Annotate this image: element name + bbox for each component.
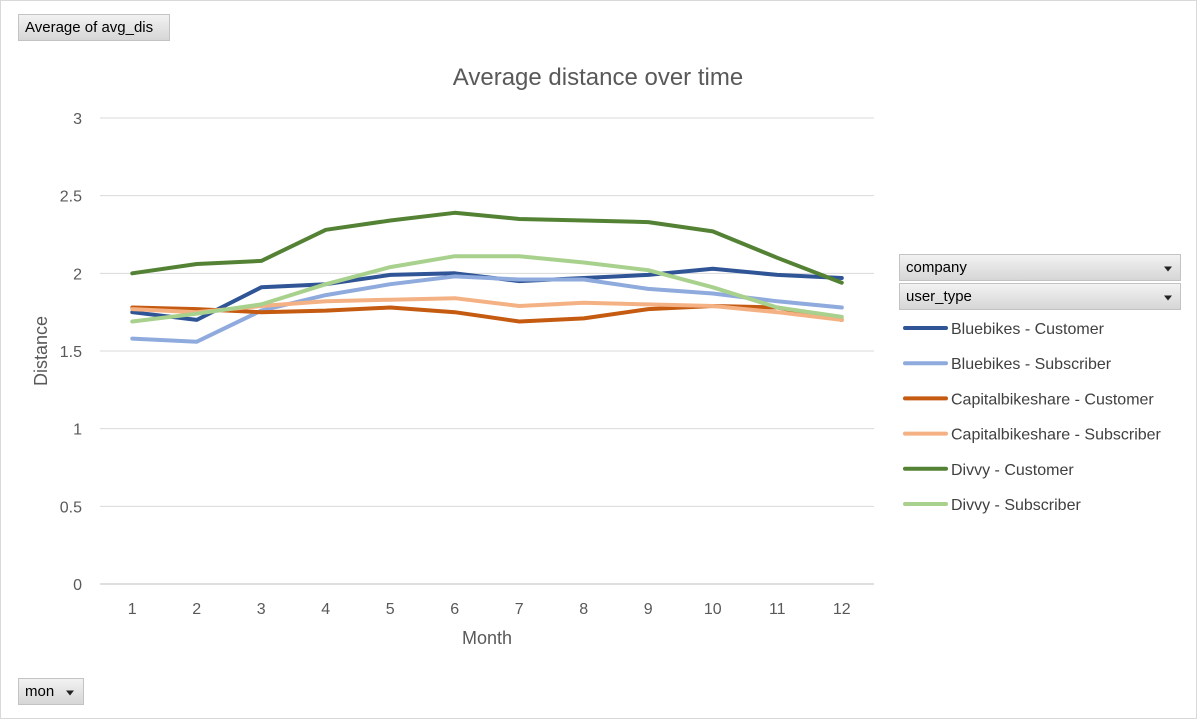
x-tick-label: 9 [644,601,653,618]
series-line-6 [130,254,844,324]
axis-field-label: mon [25,683,55,700]
legend-label: Bluebikes - Subscriber [951,356,1112,373]
y-tick-label: 0.5 [60,499,82,516]
x-tick-label: 10 [704,601,722,618]
company-field-button[interactable]: company [899,254,1181,281]
y-tick-label: 3 [73,111,82,128]
legend-label: Capitalbikeshare - Customer [951,391,1154,408]
company-field-label: company [906,259,967,276]
series-line-2 [130,274,844,344]
x-tick-label: 6 [450,601,459,618]
x-axis-title: Month [462,628,512,648]
x-tick-label: 8 [579,601,588,618]
x-tick-label: 1 [128,601,137,618]
y-axis-ticks: 0 0.5 1 1.5 2 2.5 3 [60,111,82,594]
axis-field-button[interactable]: mon [18,678,84,705]
x-tick-label: 7 [515,601,524,618]
chevron-down-icon[interactable] [1164,266,1172,271]
y-axis-title: Distance [31,316,51,386]
chevron-down-icon[interactable] [66,690,74,695]
legend-label: Capitalbikeshare - Subscriber [951,427,1162,444]
y-tick-label: 1.5 [60,344,82,361]
value-field-button[interactable]: Average of avg_dis [18,14,170,41]
y-tick-label: 0 [73,577,82,594]
legend: Bluebikes - Customer Bluebikes - Subscrib… [903,321,1162,514]
x-tick-label: 12 [833,601,851,618]
y-tick-label: 2.5 [60,189,82,206]
series-line-5 [130,210,844,285]
x-tick-label: 2 [192,601,201,618]
series-lines [130,210,844,344]
chevron-down-icon[interactable] [1164,295,1172,300]
legend-label: Divvy - Customer [951,462,1074,479]
chart-title: Average distance over time [453,64,743,91]
x-tick-label: 11 [769,601,786,618]
x-tick-label: 5 [386,601,395,618]
gridlines [100,117,874,585]
legend-label: Divvy - Subscriber [951,497,1081,514]
x-tick-label: 4 [321,601,330,618]
x-axis-ticks: 1 2 3 4 5 6 7 8 9 10 11 12 [128,601,851,618]
user-type-field-button[interactable]: user_type [899,283,1181,310]
value-field-label: Average of avg_dis [25,19,154,36]
user-type-field-label: user_type [906,288,972,305]
y-tick-label: 1 [73,422,82,439]
x-tick-label: 3 [257,601,266,618]
legend-label: Bluebikes - Customer [951,321,1105,338]
y-tick-label: 2 [73,266,82,283]
